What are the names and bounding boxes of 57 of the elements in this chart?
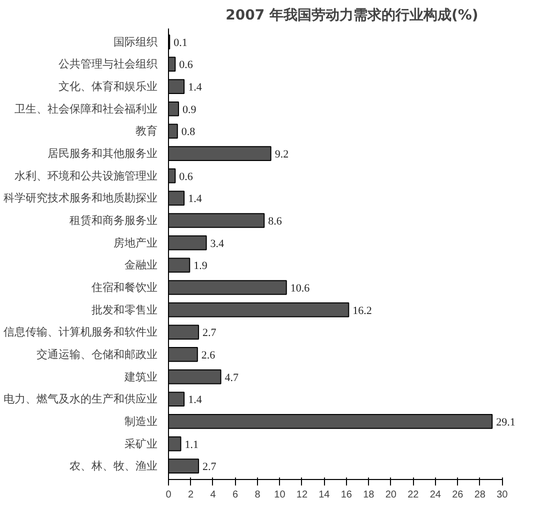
data-label: 4.7: [224, 372, 240, 384]
y-tick-label: 批发和零售业: [92, 303, 158, 316]
x-tick-label: 0: [166, 490, 172, 500]
data-label: 1.4: [188, 394, 202, 406]
y-tick-label: 居民服务和其他服务业: [48, 147, 158, 160]
y-tick-label: 电力、燃气及水的生产和供应业: [4, 392, 158, 406]
data-label: 10.6: [290, 282, 310, 294]
data-label: 8.6: [268, 216, 282, 228]
data-label: 0.1: [174, 36, 188, 49]
y-tick-label: 水利、环境和公共设施管理业: [14, 169, 158, 182]
y-tick-label: 制造业: [124, 414, 158, 428]
data-label: 0.8: [181, 126, 196, 138]
x-tick-label: 20: [385, 490, 397, 500]
data-label: 0.6: [179, 170, 194, 183]
chart-title: 2007 年我国劳动力需求的行业构成(%): [226, 8, 478, 24]
x-tick-label: 28: [474, 490, 486, 500]
data-label: 29.1: [496, 416, 516, 428]
x-tick-label: 16: [340, 490, 352, 500]
data-label: 0.6: [179, 59, 194, 72]
y-tick-label: 采矿业: [124, 437, 158, 450]
y-tick-label: 卫生、社会保障和社会福利业: [14, 102, 158, 116]
x-tick-label: 18: [363, 490, 375, 500]
x-tick-label: 14: [318, 490, 330, 500]
y-tick-label: 住宿和餐饮业: [92, 280, 158, 294]
data-label: 16.2: [352, 304, 372, 317]
y-tick-label: 教育: [136, 124, 158, 138]
x-tick-label: 12: [296, 490, 308, 500]
x-tick-label: 10: [274, 490, 286, 500]
data-label: 1.1: [184, 438, 198, 451]
y-tick-label: 交通运输、仓储和邮政业: [36, 348, 158, 361]
data-label: 2.7: [202, 327, 217, 340]
y-tick-label: 科学研究技术服务和地质勘探业: [4, 192, 158, 205]
y-tick-label: 国际组织: [114, 35, 158, 48]
y-tick-label: 金融业: [124, 258, 158, 272]
x-tick-label: 2: [188, 490, 194, 500]
y-tick-label: 房地产业: [114, 236, 158, 250]
data-label: 3.4: [210, 238, 225, 250]
data-label: 1.4: [188, 82, 202, 94]
data-label: 9.2: [274, 148, 289, 161]
x-tick-label: 22: [408, 490, 420, 500]
y-tick-label: 信息传输、计算机服务和软件业: [4, 326, 158, 339]
data-label: 2.6: [201, 349, 216, 362]
x-tick-label: 26: [452, 490, 464, 500]
y-tick-label: 租赁和商务服务业: [70, 214, 158, 228]
x-tick-label: 8: [254, 490, 261, 500]
y-tick-label: 农、林、牧、渔业: [70, 460, 158, 473]
x-tick-label: 30: [496, 490, 508, 500]
data-label: 1.4: [188, 193, 202, 206]
y-tick-label: 建筑业: [124, 370, 158, 384]
y-tick-label: 文化、体育和娱乐业: [58, 80, 158, 94]
data-label: 1.9: [194, 260, 208, 272]
x-tick-label: 24: [430, 490, 442, 500]
y-tick-label: 公共管理与社会组织: [58, 58, 158, 71]
data-label: 0.9: [182, 104, 197, 116]
x-tick-label: 6: [232, 490, 238, 500]
x-tick-label: 4: [210, 490, 216, 500]
data-label: 2.7: [202, 461, 217, 474]
